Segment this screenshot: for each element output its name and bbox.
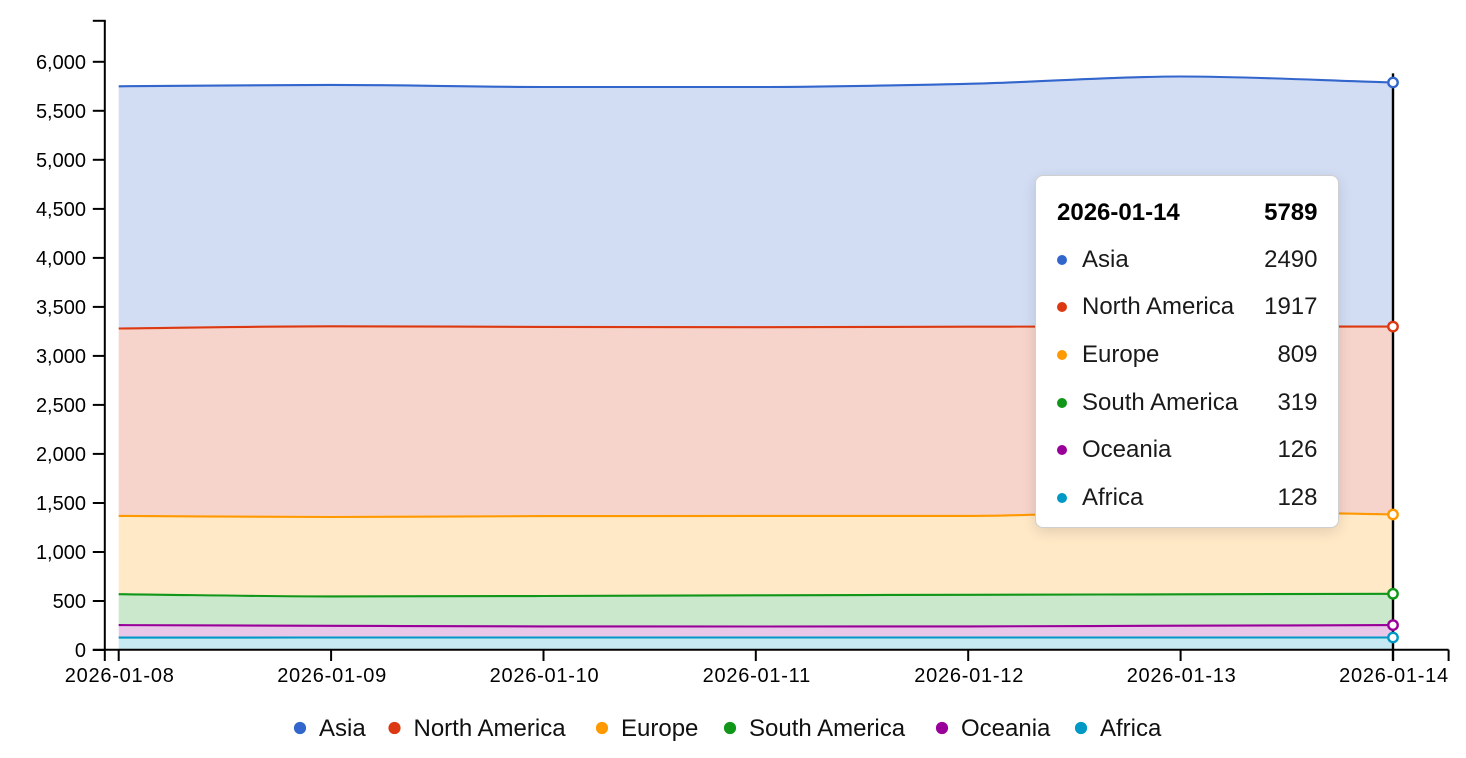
svg-text:3,500: 3,500	[36, 297, 86, 319]
svg-text:2026-01-13: 2026-01-13	[1127, 665, 1237, 687]
svg-text:North America: North America	[414, 715, 567, 742]
svg-text:4,000: 4,000	[36, 248, 86, 270]
svg-text:Africa: Africa	[1100, 715, 1162, 742]
svg-text:0: 0	[75, 640, 86, 662]
svg-text:5,500: 5,500	[36, 101, 86, 123]
svg-text:Europe: Europe	[621, 715, 698, 742]
svg-text:2026-01-09: 2026-01-09	[277, 665, 387, 687]
svg-text:6,000: 6,000	[36, 52, 86, 74]
svg-text:2026-01-11: 2026-01-11	[703, 665, 811, 687]
svg-text:5,000: 5,000	[36, 150, 86, 172]
svg-text:1,000: 1,000	[36, 542, 86, 564]
svg-text:1,500: 1,500	[36, 493, 86, 515]
svg-text:2026-01-14: 2026-01-14	[1339, 665, 1449, 687]
svg-text:Asia: Asia	[319, 715, 366, 742]
svg-text:2026-01-08: 2026-01-08	[65, 665, 175, 687]
svg-text:2,500: 2,500	[36, 395, 86, 417]
svg-text:2026-01-12: 2026-01-12	[914, 665, 1024, 687]
svg-text:Oceania: Oceania	[961, 715, 1051, 742]
svg-text:500: 500	[53, 591, 86, 613]
svg-text:4,500: 4,500	[36, 199, 86, 221]
svg-text:3,000: 3,000	[36, 346, 86, 368]
svg-text:South America: South America	[749, 715, 906, 742]
svg-text:2026-01-10: 2026-01-10	[490, 665, 600, 687]
svg-text:2,000: 2,000	[36, 444, 86, 466]
